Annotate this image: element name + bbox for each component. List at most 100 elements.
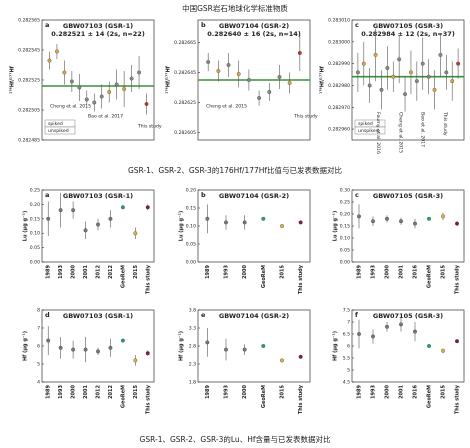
y-tick-label: 6: [347, 344, 350, 350]
annotation: Bao et al. 2017: [88, 114, 123, 120]
data-point: [361, 61, 366, 66]
data-point: [427, 344, 431, 348]
y-axis-label: ¹⁷⁶Hf/¹⁷⁷Hf: [10, 65, 16, 94]
data-point: [373, 52, 378, 57]
data-point: [236, 72, 241, 76]
panel-title: GBW07104 (GSR-2): [219, 192, 289, 200]
y-tick-label: 0.05: [340, 248, 350, 254]
plot-frame: [351, 309, 465, 383]
data-point: [426, 74, 431, 79]
panel-title: GBW07105 (GSR-3): [373, 22, 443, 30]
data-point: [385, 324, 389, 329]
data-point: [108, 216, 113, 221]
x-tick-label: 2012: [96, 384, 102, 398]
data-point: [280, 224, 284, 228]
x-tick-label: 2000: [71, 264, 77, 278]
y-tick-label: 6.5: [343, 332, 350, 338]
x-tick-label: 2012: [108, 384, 114, 398]
annotation: Bao et al. 2017: [420, 112, 426, 147]
y-tick-label: 4: [37, 380, 40, 386]
y-tick-label: 0.282625: [174, 100, 196, 106]
data-point: [224, 220, 228, 225]
data-point: [145, 205, 150, 210]
y-tick-label: 0.05: [186, 242, 196, 248]
y-tick-label: 0.282665: [174, 40, 196, 46]
x-tick-label: 2000: [385, 384, 391, 398]
x-tick-label: 2015: [441, 384, 447, 398]
panel-letter: e: [201, 311, 206, 319]
x-tick-label: 2015: [441, 264, 447, 278]
data-point: [71, 347, 76, 352]
data-point: [114, 82, 119, 87]
data-point: [432, 87, 437, 92]
data-point: [96, 222, 100, 227]
y-tick-label: 0.282525: [18, 78, 40, 84]
data-point: [257, 96, 262, 100]
y-tick-label: 6: [37, 344, 40, 350]
x-tick-label: 1989: [205, 384, 211, 398]
y-tick-label: 0.282960: [328, 127, 350, 133]
y-tick-label: 0.30: [340, 188, 350, 194]
legend-label: spiked: [358, 121, 373, 127]
panel-subtitle: 0.282640 ± 16 (2s, n=14): [207, 30, 301, 38]
data-point: [92, 100, 97, 105]
data-point: [367, 83, 372, 88]
data-point: [379, 87, 384, 92]
data-point: [83, 228, 88, 233]
x-tick-label: 1993: [224, 384, 230, 398]
data-point: [267, 90, 272, 94]
x-tick-label: GeoReM: [261, 265, 267, 288]
x-tick-label: GeoReM: [120, 385, 126, 408]
x-tick-label: GeoReM: [120, 265, 126, 288]
y-axis-label: Lu (μg g⁻¹): [333, 211, 339, 241]
panel-letter: b: [201, 21, 206, 29]
plot-frame: [351, 19, 465, 141]
data-point: [205, 216, 210, 221]
x-tick-label: 1989: [46, 264, 52, 278]
data-point: [438, 52, 443, 57]
y-tick-label: 2.8: [189, 344, 196, 350]
x-tick-label: 2000: [71, 384, 77, 398]
data-point: [144, 102, 149, 106]
y-tick-label: 0.282605: [174, 130, 196, 136]
panel-title: GBW07104 (GSR-2): [219, 312, 289, 320]
y-tick-label: 8: [37, 308, 40, 314]
panel-title: GBW07103 (GSR-1): [63, 22, 133, 30]
legend-label: spiked: [48, 121, 63, 127]
data-point: [297, 51, 302, 55]
legend-label: unspiked: [48, 128, 69, 134]
y-tick-label: 5: [347, 368, 350, 374]
data-point: [403, 92, 408, 97]
x-tick-label: 1993: [58, 384, 64, 398]
y-axis-label: Lu (μg g⁻¹): [179, 211, 185, 241]
y-tick-label: 0.20: [30, 202, 40, 208]
annotation: This study: [442, 111, 448, 136]
x-tick-label: 2000: [242, 264, 248, 278]
data-point: [96, 349, 100, 354]
x-tick-label: 2016: [413, 384, 419, 398]
x-tick-label: 2000: [385, 264, 391, 278]
data-point: [107, 90, 112, 94]
y-axis-label: Hf (μg g⁻¹): [179, 331, 185, 361]
data-point: [444, 70, 449, 75]
data-point: [298, 220, 303, 225]
y-tick-label: 0.283010: [328, 18, 350, 24]
data-point: [399, 219, 403, 224]
y-axis-label: Hf (μg g⁻¹): [333, 331, 339, 361]
data-point: [385, 216, 389, 221]
panel-title: GBW07103 (GSR-1): [63, 192, 133, 200]
panel-letter: a: [45, 21, 49, 29]
data-point: [99, 94, 104, 99]
data-point: [371, 334, 375, 339]
x-tick-label: This study: [455, 264, 461, 294]
data-point: [108, 345, 113, 350]
x-tick-label: 2015: [280, 264, 286, 278]
x-tick-label: 2016: [413, 264, 419, 278]
plot-frame: [41, 309, 155, 383]
data-point: [62, 70, 67, 75]
data-point: [355, 70, 360, 75]
x-tick-label: 1989: [205, 264, 211, 278]
data-point: [371, 219, 375, 224]
data-point: [216, 69, 221, 73]
